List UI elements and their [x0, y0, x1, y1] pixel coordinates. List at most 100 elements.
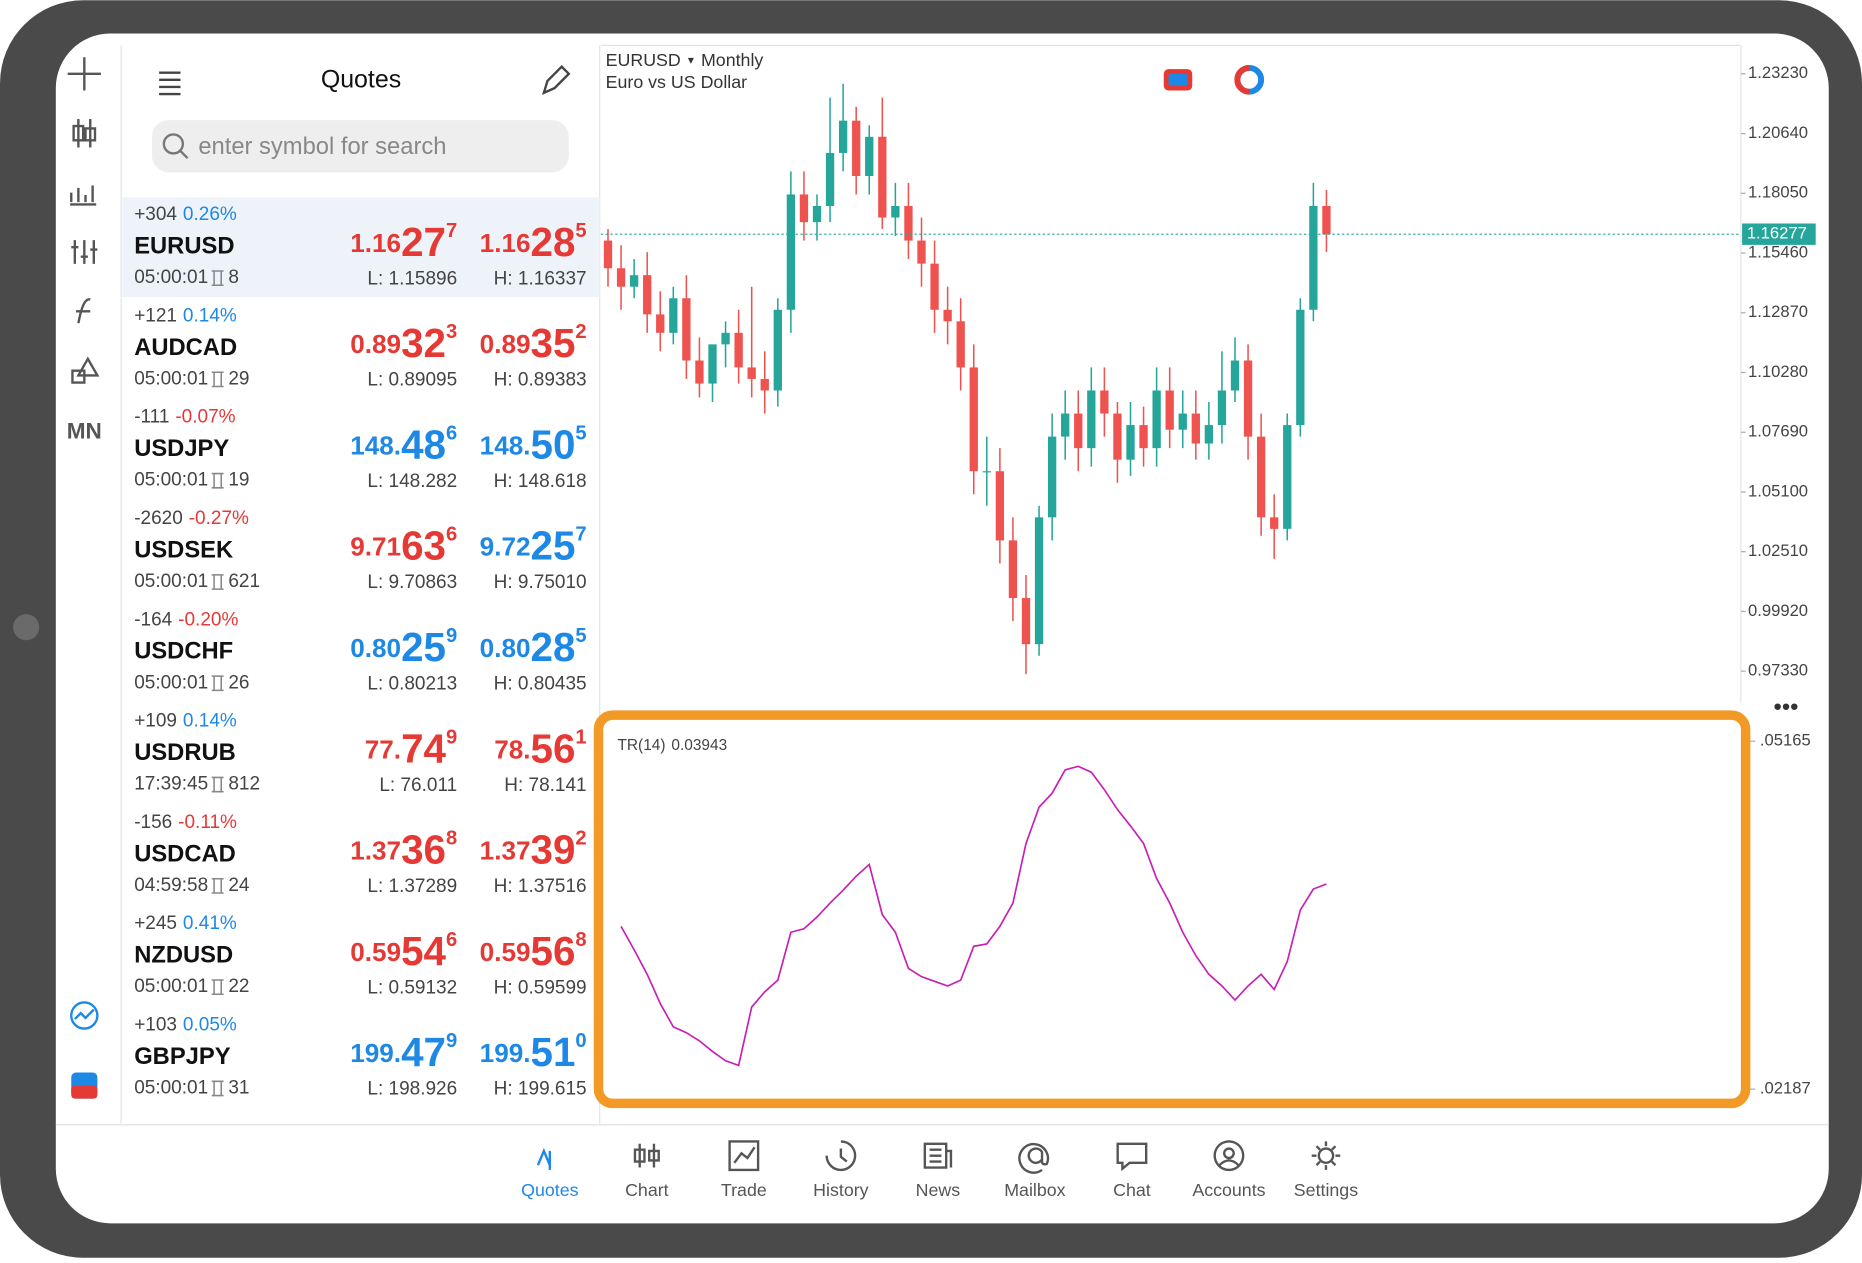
ask-price: 0.59568	[480, 928, 587, 974]
price-prefix: 0.89	[480, 329, 531, 359]
indicator-line	[620, 765, 1327, 1067]
low: L: 76.011	[379, 775, 457, 796]
nav-button[interactable]: News	[916, 1142, 961, 1200]
price-big: 32	[401, 320, 446, 366]
time: 05:00:01	[134, 1077, 208, 1098]
nav-icon	[633, 1143, 660, 1168]
change: +103 0.05%	[134, 1015, 237, 1036]
change: +304 0.26%	[134, 204, 237, 225]
nav-button[interactable]: Chart	[625, 1143, 669, 1200]
change: -2620 -0.27%	[134, 508, 249, 529]
low: L: 9.70863	[367, 572, 457, 593]
price-big: 56	[531, 928, 576, 974]
price-tick-label: 0.97330	[1748, 661, 1808, 680]
price-tick-label: 1.07690	[1748, 422, 1808, 441]
nav-button[interactable]: Mailbox	[1004, 1142, 1066, 1200]
price-big: 56	[531, 725, 576, 771]
low: L: 1.37289	[367, 876, 457, 897]
quote-row[interactable]: +109 0.14% USDRUB 17:39:45 812 77.749 L: 76.01…	[134, 711, 586, 796]
spread-icon	[211, 472, 224, 489]
price-sup: 2	[575, 828, 586, 850]
change: -164 -0.20%	[134, 609, 238, 630]
price-sup: 5	[575, 625, 586, 647]
price-tick-label: 1.18050	[1748, 183, 1808, 202]
bars-icon	[70, 185, 97, 206]
candle-body	[773, 309, 782, 391]
high: H: 1.16337	[494, 268, 587, 289]
price-prefix: 1.37	[350, 836, 401, 866]
search-icon-handle	[179, 150, 189, 159]
time: 05:00:01	[134, 368, 208, 389]
nav-button[interactable]: Quotes	[521, 1147, 579, 1200]
nav-button[interactable]: Trade	[721, 1140, 767, 1200]
symbol: EURUSD	[134, 233, 234, 260]
symbol: NZDUSD	[134, 942, 233, 969]
quotes-title: Quotes	[321, 66, 401, 94]
price-sup: 2	[575, 321, 586, 343]
spread-icon	[211, 979, 224, 996]
more-button[interactable]: •••	[1774, 693, 1799, 720]
list-icon[interactable]	[159, 71, 181, 96]
nav-icon	[1018, 1142, 1050, 1174]
nav-label: Chat	[1113, 1180, 1151, 1200]
price-sup: 3	[446, 321, 457, 343]
price-big: 35	[531, 320, 576, 366]
price-big: 74	[401, 725, 446, 771]
period-button[interactable]: MN	[67, 418, 102, 443]
candle-body	[721, 332, 730, 345]
ask-price: 0.80285	[480, 624, 587, 670]
edit-icon[interactable]	[541, 65, 571, 95]
spread-icon	[211, 270, 224, 286]
candle-body	[1152, 390, 1161, 449]
spread: 812	[228, 774, 260, 795]
chart-symbol[interactable]: EURUSD ▾ Monthly	[606, 49, 764, 69]
nav-button[interactable]: Accounts	[1192, 1140, 1266, 1200]
search-placeholder[interactable]: enter symbol for search	[198, 133, 446, 160]
home-dot	[13, 614, 40, 641]
spread: 31	[228, 1077, 249, 1098]
price-prefix: 0.80	[350, 633, 401, 663]
price-prefix: 9.71	[350, 532, 401, 562]
search-box[interactable]	[152, 120, 569, 173]
low: L: 198.926	[367, 1079, 457, 1100]
price-prefix: 199.	[350, 1038, 401, 1068]
price-big: 47	[401, 1029, 446, 1075]
candle-body	[812, 205, 822, 223]
bid-price: 0.89323	[350, 320, 457, 366]
indicator-value: 0.03943	[671, 737, 727, 754]
time: 17:39:45	[134, 774, 208, 795]
points: -164	[134, 609, 172, 630]
time: 05:00:01	[134, 672, 208, 693]
price-tick-label: 1.02510	[1748, 541, 1808, 560]
ask-price: 0.89352	[480, 320, 587, 366]
nav-icon	[1311, 1141, 1341, 1170]
price-prefix: 77.	[365, 734, 401, 764]
low: L: 0.80213	[367, 673, 457, 694]
price-tick-label: 1.20640	[1748, 123, 1808, 142]
price-sup: 9	[446, 727, 457, 749]
candle-body	[852, 120, 861, 177]
percent: -0.20%	[178, 609, 238, 630]
nav-button[interactable]: History	[813, 1140, 869, 1200]
nav-button[interactable]: Chat	[1113, 1142, 1151, 1200]
candle-body	[878, 136, 887, 218]
candle-body	[1087, 390, 1096, 449]
candle-body	[1243, 360, 1253, 437]
bid-price: 148.486	[350, 421, 457, 467]
high: H: 0.80435	[494, 673, 587, 694]
candle-body	[1191, 413, 1200, 444]
candle-body	[760, 378, 769, 391]
quote-row[interactable]: -2620 -0.27% USDSEK 05:00:01 621 9.71636 L: 9.…	[134, 508, 586, 593]
ask-price: 1.37392	[480, 826, 587, 872]
nav-button[interactable]: Settings	[1294, 1141, 1358, 1200]
spread: 24	[228, 875, 250, 896]
candle-body	[1165, 390, 1174, 430]
candle-body	[1034, 517, 1044, 645]
